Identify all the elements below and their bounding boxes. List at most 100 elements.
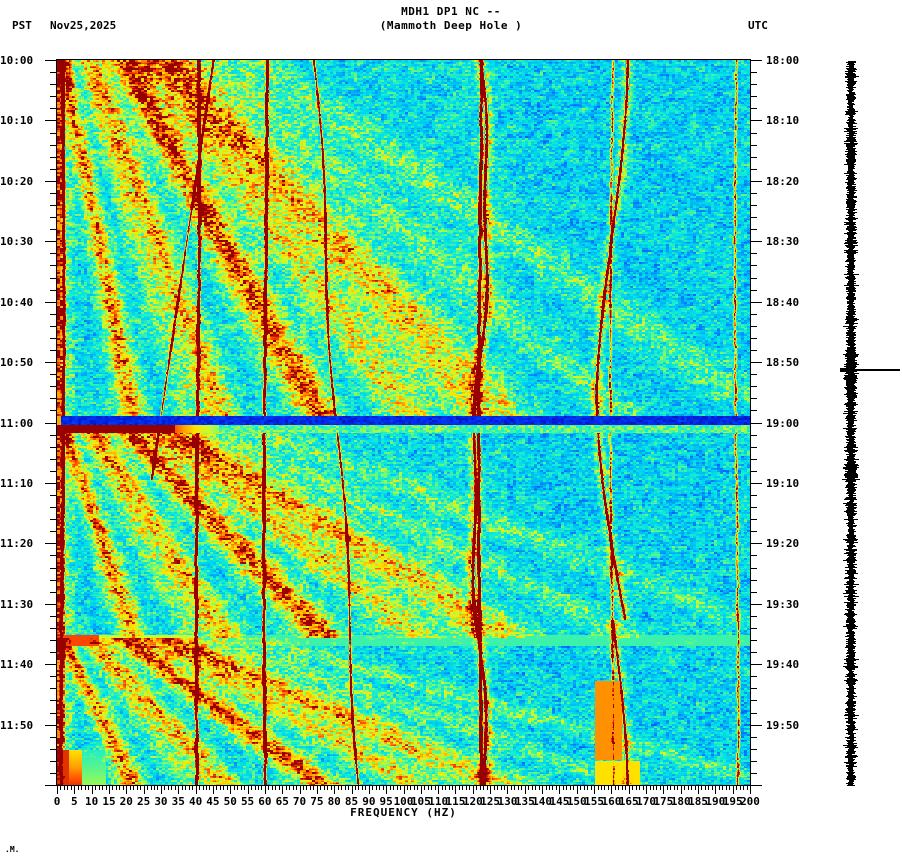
freq-tick-minor bbox=[202, 785, 204, 790]
freq-label: 15 bbox=[102, 795, 116, 808]
time-tick-major bbox=[750, 664, 762, 666]
freq-label: 60 bbox=[258, 795, 272, 808]
time-tick-minor bbox=[750, 712, 757, 714]
freq-tick-minor bbox=[320, 785, 322, 790]
time-tick-minor bbox=[750, 760, 757, 762]
time-label: 11:40 bbox=[0, 658, 34, 672]
time-tick-minor bbox=[50, 410, 57, 412]
freq-tick-minor bbox=[393, 785, 395, 790]
freq-tick-major bbox=[490, 785, 492, 794]
time-tick-major bbox=[45, 60, 57, 61]
freq-label: 100 bbox=[393, 795, 414, 808]
time-tick-major bbox=[45, 362, 57, 364]
freq-label: 35 bbox=[171, 795, 185, 808]
freq-tick-minor bbox=[445, 785, 447, 790]
time-label: 18:40 bbox=[766, 295, 800, 309]
freq-label: 20 bbox=[119, 795, 133, 808]
time-tick-minor bbox=[750, 772, 757, 774]
freq-tick-minor bbox=[105, 785, 107, 790]
time-tick-minor bbox=[750, 313, 757, 315]
freq-tick-minor bbox=[223, 785, 225, 790]
freq-tick-minor bbox=[150, 785, 152, 790]
freq-tick-minor bbox=[434, 785, 436, 790]
time-tick-major bbox=[750, 785, 762, 786]
freq-tick-minor bbox=[514, 785, 516, 790]
time-tick-minor bbox=[50, 736, 57, 738]
freq-label: 190 bbox=[705, 795, 726, 808]
time-axis-pst: 10:00 10:10 10:20 10:30 10:40 10:50 11:00 11:10… bbox=[0, 54, 57, 790]
time-tick-major bbox=[45, 664, 57, 666]
time-tick-minor bbox=[750, 591, 757, 593]
freq-tick-minor bbox=[344, 785, 346, 790]
freq-label: 165 bbox=[618, 795, 639, 808]
freq-tick-minor bbox=[549, 785, 551, 790]
time-tick-minor bbox=[750, 640, 757, 641]
freq-tick-minor bbox=[652, 785, 654, 790]
time-tick-minor bbox=[750, 337, 757, 339]
freq-tick-minor bbox=[154, 785, 156, 790]
time-tick-minor bbox=[750, 446, 757, 448]
page-title: MDH1 DP1 NC -- bbox=[401, 5, 501, 18]
spectrogram-plot[interactable] bbox=[57, 60, 750, 785]
freq-tick-minor bbox=[275, 785, 277, 790]
freq-tick-minor bbox=[583, 785, 585, 790]
freq-tick-minor bbox=[666, 785, 668, 790]
time-tick-major bbox=[750, 603, 762, 605]
time-tick-major bbox=[750, 180, 762, 182]
time-tick-minor bbox=[750, 398, 757, 400]
time-tick-minor bbox=[750, 84, 757, 86]
freq-tick-minor bbox=[289, 785, 291, 790]
time-tick-minor bbox=[50, 627, 57, 629]
time-label: 10:20 bbox=[0, 174, 34, 188]
time-tick-major bbox=[750, 543, 762, 545]
time-tick-minor bbox=[50, 615, 57, 617]
time-tick-minor bbox=[50, 507, 57, 509]
freq-tick-minor bbox=[604, 785, 606, 790]
freq-tick-minor bbox=[209, 785, 211, 790]
time-tick-minor bbox=[750, 579, 757, 581]
freq-tick-minor bbox=[354, 785, 356, 790]
time-tick-minor bbox=[50, 72, 57, 74]
freq-tick-minor bbox=[687, 785, 689, 790]
freq-tick-minor bbox=[497, 785, 499, 790]
freq-tick-minor bbox=[562, 785, 564, 790]
time-tick-major bbox=[750, 241, 762, 243]
freq-tick-major bbox=[646, 785, 648, 794]
freq-label: 135 bbox=[514, 795, 535, 808]
freq-tick-minor bbox=[642, 785, 644, 790]
freq-tick-minor bbox=[517, 785, 519, 790]
freq-tick-minor bbox=[431, 785, 433, 790]
freq-tick-major bbox=[611, 785, 613, 794]
freq-label: 65 bbox=[275, 795, 289, 808]
freq-tick-minor bbox=[701, 785, 703, 790]
time-tick-minor bbox=[50, 470, 57, 472]
time-tick-major bbox=[45, 180, 57, 182]
freq-tick-minor bbox=[500, 785, 502, 790]
freq-tick-minor bbox=[112, 785, 114, 790]
time-tick-minor bbox=[750, 410, 757, 412]
header: MDH1 DP1 NC -- (Mammoth Deep Hole ) PST … bbox=[0, 0, 902, 52]
time-tick-minor bbox=[750, 289, 757, 291]
time-tick-major bbox=[750, 362, 762, 364]
freq-tick-minor bbox=[722, 785, 724, 790]
time-tick-major bbox=[750, 724, 762, 726]
freq-tick-minor bbox=[400, 785, 402, 790]
freq-tick-minor bbox=[448, 785, 450, 790]
freq-tick-major bbox=[420, 785, 422, 794]
time-label: 10:50 bbox=[0, 356, 34, 370]
time-tick-minor bbox=[750, 96, 757, 98]
freq-tick-minor bbox=[341, 785, 343, 790]
freq-label: 40 bbox=[188, 795, 203, 808]
freq-tick-minor bbox=[566, 785, 568, 790]
time-label: 19:30 bbox=[766, 597, 800, 611]
freq-label: 180 bbox=[670, 795, 691, 808]
time-tick-minor bbox=[50, 337, 57, 339]
time-tick-minor bbox=[750, 627, 757, 629]
freq-tick-minor bbox=[63, 785, 65, 790]
freq-label: 105 bbox=[410, 795, 431, 808]
freq-tick-major bbox=[351, 785, 353, 794]
freq-tick-minor bbox=[656, 785, 658, 790]
freq-tick-minor bbox=[452, 785, 453, 790]
time-tick-minor bbox=[50, 96, 57, 98]
freq-label: 115 bbox=[445, 795, 466, 808]
